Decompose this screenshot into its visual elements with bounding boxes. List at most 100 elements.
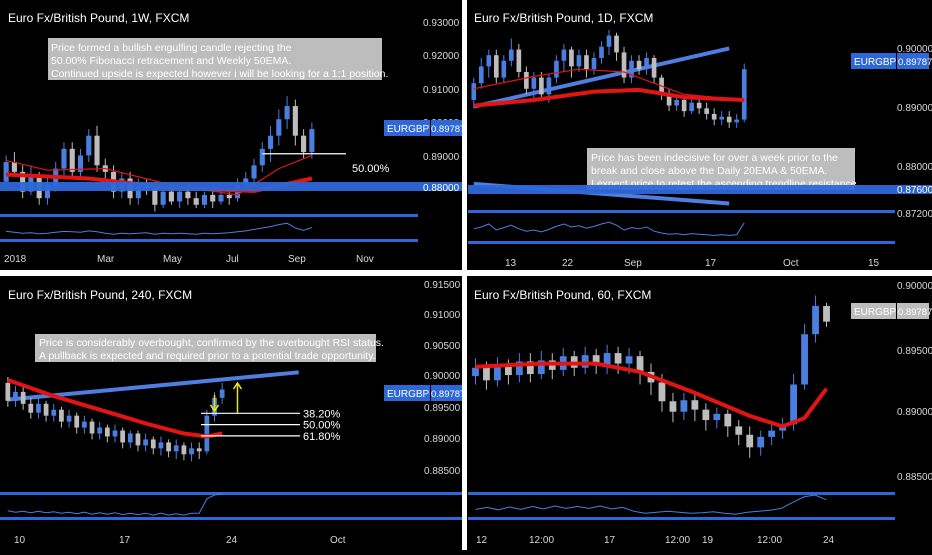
daily-time-tick: Oct (783, 258, 799, 269)
h4-candle-body (143, 439, 148, 446)
weekly-time-tick: Sep (288, 254, 306, 265)
weekly-candle-body (177, 191, 183, 202)
daily-candle-body (696, 102, 702, 109)
h1-ema-line (475, 361, 829, 429)
h4-candle-body (112, 430, 118, 437)
daily-candle-body (478, 66, 484, 84)
h1-candle-body (713, 413, 721, 421)
daily-price-tick: 0.88000 (897, 162, 932, 173)
daily-time-tick: 13 (505, 258, 517, 269)
h4-price-value-tag (431, 385, 462, 401)
daily-price-value-tag (897, 53, 929, 69)
h4-candle-body (43, 403, 49, 416)
daily-candle-body (501, 60, 507, 78)
daily-rsi (468, 210, 895, 244)
h1-candle-body (526, 361, 534, 375)
daily-price-label-tag (851, 53, 896, 69)
h4-annotation-line-1: Price is considerably overbought, confir… (39, 337, 384, 349)
weekly-price-tick: 0.91000 (423, 85, 460, 96)
h4-candles (5, 370, 299, 462)
weekly-candle-body (267, 135, 274, 149)
weekly-rsi-lower-band (0, 239, 418, 242)
h4-candle-body (59, 409, 64, 422)
weekly-candle-body (301, 135, 307, 153)
h4-rsi (0, 492, 462, 520)
weekly-rsi (0, 214, 418, 242)
h4-candle-body (158, 442, 164, 449)
h4-chart-panel: Euro Fx/British Pound, 240, FXCM Price i… (0, 280, 465, 546)
h4-time-tick: 10 (14, 535, 26, 546)
daily-candle-body (524, 71, 529, 89)
h1-candle-body (658, 382, 666, 402)
daily-candle-body (599, 46, 604, 58)
h1-price-label-tag (851, 303, 896, 319)
h4-fib-label: 38.20% (303, 408, 341, 420)
weekly-candle-body (201, 194, 208, 205)
h4-candle-body (20, 391, 26, 404)
h1-candle-body (812, 305, 819, 335)
h4-candle-body (166, 442, 171, 452)
daily-candle-body (666, 94, 672, 106)
h1-candle-body (669, 401, 677, 412)
h1-candles (472, 295, 830, 458)
daily-time-tick: 22 (562, 258, 574, 269)
weekly-rsi-upper-band (0, 214, 418, 217)
weekly-candle-body (309, 129, 315, 153)
daily-candle-body (741, 69, 747, 120)
h4-candle-body (219, 389, 225, 398)
daily-chart-panel: Euro Fx/British Pound, 1D, FXCM 0.90000 … (468, 11, 932, 269)
daily-candle-body (569, 49, 574, 67)
horizontal-separator (0, 270, 932, 276)
h4-candle-body (28, 403, 34, 413)
h1-candle-body (757, 436, 765, 448)
daily-candle-body (554, 60, 559, 78)
daily-candle-body (516, 49, 522, 72)
weekly-candle-body (44, 185, 51, 199)
weekly-candle-body (243, 178, 249, 186)
h1-time-tick: 12:00 (529, 535, 554, 546)
daily-annotation-line-2: break and close above the Daily 20EMA & … (591, 165, 827, 177)
daily-candle-body (606, 35, 612, 47)
h4-rsi-lower-band (0, 517, 462, 520)
weekly-candle-body (152, 188, 158, 205)
daily-time-tick: 15 (868, 258, 880, 269)
h4-candle-body (51, 409, 57, 416)
h4-candle-body (127, 433, 133, 443)
daily-candle-body (546, 77, 552, 95)
daily-level-line (468, 185, 932, 194)
h4-price-tick: 0.89500 (424, 403, 461, 414)
h4-price-tick: 0.90500 (424, 341, 461, 352)
daily-candle-body (681, 99, 687, 112)
h4-rsi-upper-band (0, 492, 462, 495)
daily-level-value: 0.87600 (897, 185, 932, 196)
weekly-candle-body (61, 148, 67, 169)
daily-candle-body (539, 77, 544, 95)
daily-candle-body (636, 60, 642, 70)
weekly-annotation-line-1: Price formed a bullish engulfing candle … (51, 42, 292, 54)
h1-candle-body (581, 355, 589, 368)
h4-time-tick: 17 (119, 535, 131, 546)
h1-rsi-upper-band (468, 492, 895, 495)
h1-candle-body (537, 360, 545, 375)
h4-price-tick: 0.89000 (424, 434, 461, 445)
daily-candle-body (591, 57, 597, 70)
h4-ema-line (7, 378, 223, 439)
daily-candle-body (493, 55, 499, 78)
h1-time-tick: 24 (823, 535, 835, 546)
h4-candle-body (135, 433, 141, 446)
h1-candle-body (472, 367, 479, 377)
h4-down-arrow-head (209, 404, 220, 413)
h4-annotation-box (35, 334, 376, 362)
daily-chart-title: Euro Fx/British Pound, 1D, FXCM (474, 11, 653, 25)
daily-ema20-line (473, 68, 745, 101)
daily-price-tick: 0.89000 (897, 103, 932, 114)
daily-candle-body (508, 49, 514, 61)
h4-time-tick: Oct (330, 535, 346, 546)
daily-candle-body (734, 119, 740, 123)
weekly-price-tick: 0.93000 (423, 18, 460, 29)
h1-candle-body (504, 365, 512, 376)
h4-price-tick: 0.88500 (424, 466, 461, 477)
h4-fib-label: 50.00% (303, 420, 341, 432)
daily-candle-body (719, 116, 725, 120)
h4-annotation-line-2: A pullback is expected and required prio… (39, 350, 376, 362)
